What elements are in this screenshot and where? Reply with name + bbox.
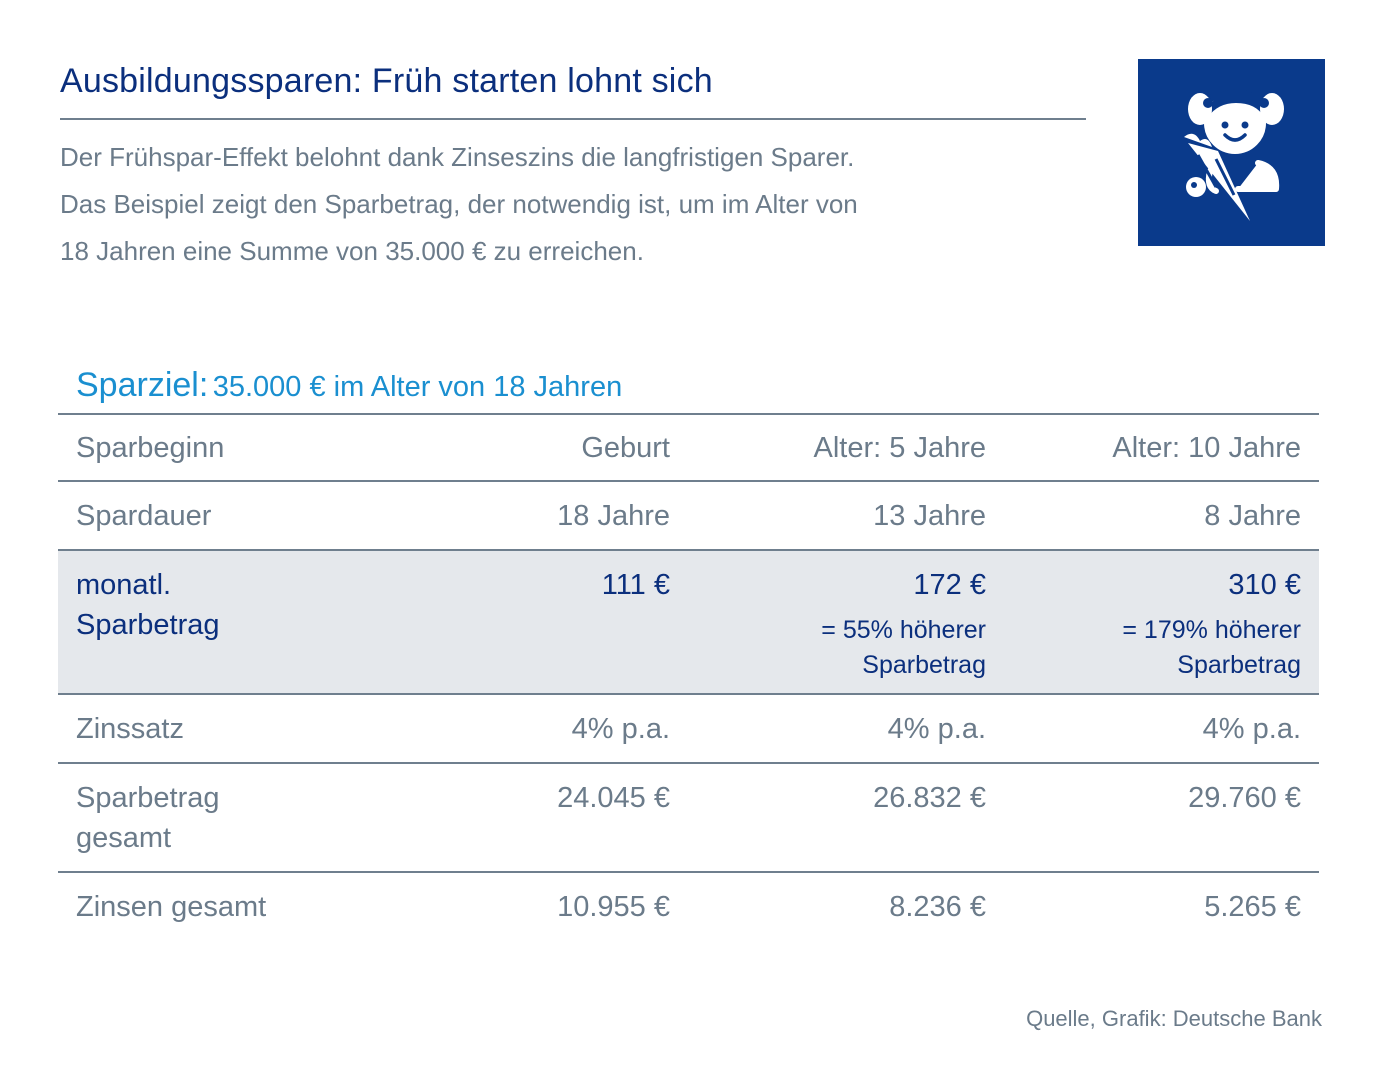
table-row: Sparbetrag gesamt 24.045 € 26.832 € 29.7… (58, 762, 1319, 872)
logo (1138, 59, 1325, 246)
child-with-school-cone-icon (1184, 89, 1284, 221)
savings-goal-label: Sparziel: (76, 366, 209, 404)
table-cell: Alter: 5 Jahre (688, 413, 1004, 481)
table-cell: 24.045 € (402, 762, 688, 872)
source-credit: Quelle, Grafik: Deutsche Bank (1026, 1006, 1322, 1031)
table-cell: 4% p.a. (402, 693, 688, 763)
table-cell: 13 Jahre (688, 480, 1004, 550)
table-row: Zinssatz 4% p.a. 4% p.a. 4% p.a. (58, 693, 1319, 763)
title-divider (60, 118, 1086, 120)
row-label: Zinsen gesamt (58, 871, 402, 940)
cell-value: 172 € (913, 569, 986, 601)
table-row: Zinsen gesamt 10.955 € 8.236 € 5.265 € (58, 871, 1319, 940)
intro-line: Das Beispiel zeigt den Sparbetrag, der n… (60, 189, 858, 219)
table-row: Sparbeginn Geburt Alter: 5 Jahre Alter: … (58, 413, 1319, 481)
intro-line: Der Frühspar-Effekt belohnt dank Zinsesz… (60, 142, 855, 172)
row-label: Spardauer (58, 480, 402, 550)
row-label: monatl. Sparbetrag (58, 549, 402, 694)
intro-text: Der Frühspar-Effekt belohnt dank Zinsesz… (60, 134, 1100, 275)
table-cell: 310 € = 179% höherer Sparbetrag (1004, 549, 1319, 694)
savings-goal: Sparziel: 35.000 € im Alter von 18 Jahre… (76, 366, 622, 405)
cell-value: 310 € (1228, 569, 1301, 601)
intro-line: 18 Jahren eine Summe von 35.000 € zu err… (60, 236, 644, 266)
row-label: Zinssatz (58, 693, 402, 763)
cell-note: = 55% höherer Sparbetrag (821, 616, 986, 679)
cell-value: 111 € (601, 569, 670, 601)
savings-table: Sparbeginn Geburt Alter: 5 Jahre Alter: … (58, 413, 1319, 940)
cell-note: = 179% höherer Sparbetrag (1122, 616, 1301, 679)
table-cell: 111 € (402, 549, 688, 694)
table-cell: 8.236 € (688, 871, 1004, 940)
table-cell: 10.955 € (402, 871, 688, 940)
table-cell: 4% p.a. (1004, 693, 1319, 763)
row-label: Sparbetrag gesamt (58, 762, 402, 872)
table-row: Spardauer 18 Jahre 13 Jahre 8 Jahre (58, 480, 1319, 550)
page-title: Ausbildungssparen: Früh starten lohnt si… (60, 62, 713, 100)
savings-goal-value: 35.000 € im Alter von 18 Jahren (212, 371, 623, 403)
row-label-text: Sparbetrag gesamt (76, 782, 220, 854)
table-cell: 18 Jahre (402, 480, 688, 550)
table-row-highlighted: monatl. Sparbetrag 111 € 172 € = 55% höh… (58, 549, 1319, 694)
table-cell: 5.265 € (1004, 871, 1319, 940)
table-cell: 26.832 € (688, 762, 1004, 872)
table-cell: 4% p.a. (688, 693, 1004, 763)
table-cell: 29.760 € (1004, 762, 1319, 872)
table-cell: 172 € = 55% höherer Sparbetrag (688, 549, 1004, 694)
table-cell: 8 Jahre (1004, 480, 1319, 550)
table-cell: Alter: 10 Jahre (1004, 413, 1319, 481)
row-label: Sparbeginn (58, 413, 402, 481)
row-label-text: monatl. Sparbetrag (76, 569, 220, 641)
table-cell: Geburt (402, 413, 688, 481)
